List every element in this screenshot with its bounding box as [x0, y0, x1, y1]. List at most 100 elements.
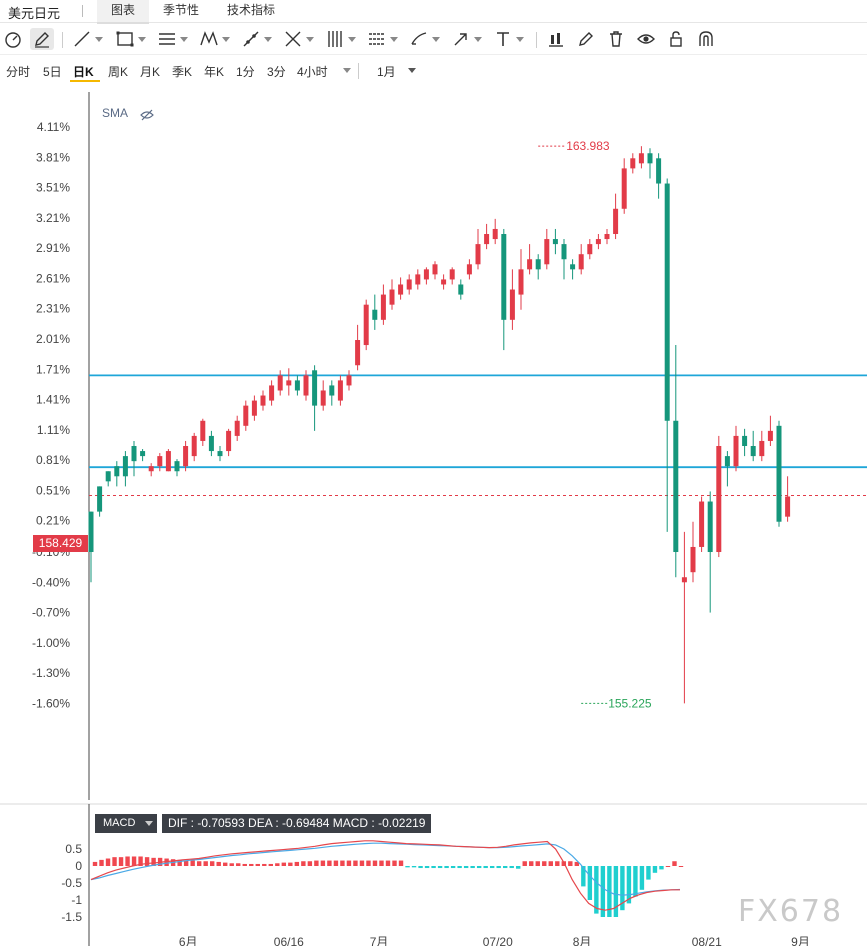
candle[interactable] [380, 284, 386, 325]
candle[interactable] [183, 440, 189, 472]
tab-seasonality[interactable]: 季节性 [163, 3, 200, 17]
period-quarterly[interactable]: 季K [172, 65, 193, 79]
rectangle-icon[interactable] [115, 28, 146, 50]
candle[interactable] [191, 432, 197, 462]
period-1min[interactable]: 1分 [236, 65, 255, 79]
tab-chart[interactable]: 图表 [97, 0, 150, 24]
macd-indicator-select[interactable]: MACD [95, 814, 157, 833]
trash-icon[interactable] [606, 28, 626, 50]
eye-icon[interactable] [636, 28, 656, 50]
candle[interactable] [724, 451, 730, 487]
candle[interactable] [750, 430, 756, 462]
horizontal-lines-icon[interactable] [367, 28, 398, 50]
candle[interactable] [587, 239, 593, 260]
candle[interactable] [690, 521, 696, 583]
candle[interactable] [363, 299, 369, 351]
candle[interactable] [122, 451, 128, 487]
candle[interactable] [251, 395, 257, 421]
candle[interactable] [88, 511, 94, 583]
candle[interactable] [518, 249, 524, 310]
candlestick-chart[interactable]: 4.11% 3.81% 3.51% 3.21% 2.91% 2.61% 2.31% 2.01%… [0, 92, 867, 800]
candle[interactable] [260, 390, 266, 411]
candle[interactable] [97, 486, 103, 517]
candle[interactable] [277, 370, 283, 396]
candle[interactable] [372, 294, 378, 330]
candle[interactable] [647, 148, 653, 179]
candle[interactable] [320, 380, 326, 411]
period-monthly[interactable]: 月K [140, 65, 161, 79]
candle[interactable] [140, 449, 146, 462]
candle[interactable] [208, 430, 214, 457]
candle[interactable] [595, 234, 601, 250]
range-chevron-down-icon[interactable] [408, 68, 416, 73]
candle[interactable] [329, 380, 335, 406]
range-select[interactable]: 1月 [377, 65, 396, 79]
candle[interactable] [389, 279, 395, 310]
trend-line-icon[interactable] [72, 28, 103, 50]
candle[interactable] [527, 244, 533, 275]
brush-icon[interactable] [409, 28, 440, 50]
candle[interactable] [552, 228, 558, 255]
candle[interactable] [681, 531, 687, 704]
candle[interactable] [535, 254, 541, 280]
candle[interactable] [466, 259, 472, 280]
period-timeshare[interactable]: 分时 [6, 65, 31, 79]
sma-label[interactable]: SMA [102, 106, 129, 120]
candle[interactable] [234, 415, 240, 441]
tab-technical-indicators[interactable]: 技术指标 [227, 3, 276, 17]
candle[interactable] [604, 228, 610, 245]
period-3min[interactable]: 3分 [267, 65, 286, 79]
candle[interactable] [148, 463, 154, 477]
vertical-lines-icon[interactable] [325, 28, 356, 50]
candle[interactable] [673, 345, 679, 578]
candle[interactable] [742, 428, 748, 457]
candle[interactable] [699, 496, 705, 553]
candle[interactable] [131, 440, 137, 477]
candle[interactable] [664, 178, 670, 532]
candle[interactable] [613, 193, 619, 240]
candle[interactable] [441, 274, 447, 290]
candle[interactable] [226, 428, 232, 457]
unlock-icon[interactable] [666, 28, 686, 50]
macd-chart[interactable]: 0.5 0 -0.5 -1 -1.5 6月 06/16 7月 07/20 8月 08/21 9月 [0, 800, 867, 946]
fibonacci-icon[interactable] [241, 28, 272, 50]
candle[interactable] [269, 380, 275, 406]
candle[interactable] [243, 400, 249, 431]
candle[interactable] [578, 244, 584, 275]
candle[interactable] [776, 420, 782, 527]
candle[interactable] [656, 153, 662, 199]
candle[interactable] [509, 269, 515, 330]
period-4hour[interactable]: 4小时 [297, 65, 328, 79]
candle[interactable] [544, 228, 550, 270]
candle[interactable] [303, 370, 309, 401]
indicator-icon[interactable] [546, 28, 566, 50]
candle[interactable] [484, 223, 490, 250]
candle[interactable] [312, 365, 318, 431]
arrow-icon[interactable] [451, 28, 482, 50]
candle[interactable] [449, 267, 455, 285]
candle[interactable] [157, 453, 163, 472]
candle[interactable] [733, 425, 739, 472]
candle[interactable] [630, 153, 636, 174]
candle[interactable] [114, 461, 120, 487]
candle[interactable] [286, 368, 292, 396]
candle[interactable] [423, 267, 429, 285]
candle[interactable] [337, 375, 343, 406]
text-icon[interactable] [493, 28, 524, 50]
candle[interactable] [200, 418, 206, 447]
candle[interactable] [561, 239, 567, 280]
candle[interactable] [105, 471, 111, 487]
candle[interactable] [621, 158, 627, 214]
candle[interactable] [475, 228, 481, 270]
candle[interactable] [432, 261, 438, 280]
candle[interactable] [174, 459, 180, 477]
candle[interactable] [716, 435, 722, 558]
candle[interactable] [492, 218, 498, 245]
eye-slash-icon[interactable] [140, 108, 154, 126]
candle[interactable] [570, 259, 576, 280]
candle[interactable] [501, 228, 507, 351]
period-yearly[interactable]: 年K [204, 65, 225, 79]
candle[interactable] [217, 446, 223, 462]
candle[interactable] [759, 430, 765, 462]
candle[interactable] [406, 274, 412, 295]
